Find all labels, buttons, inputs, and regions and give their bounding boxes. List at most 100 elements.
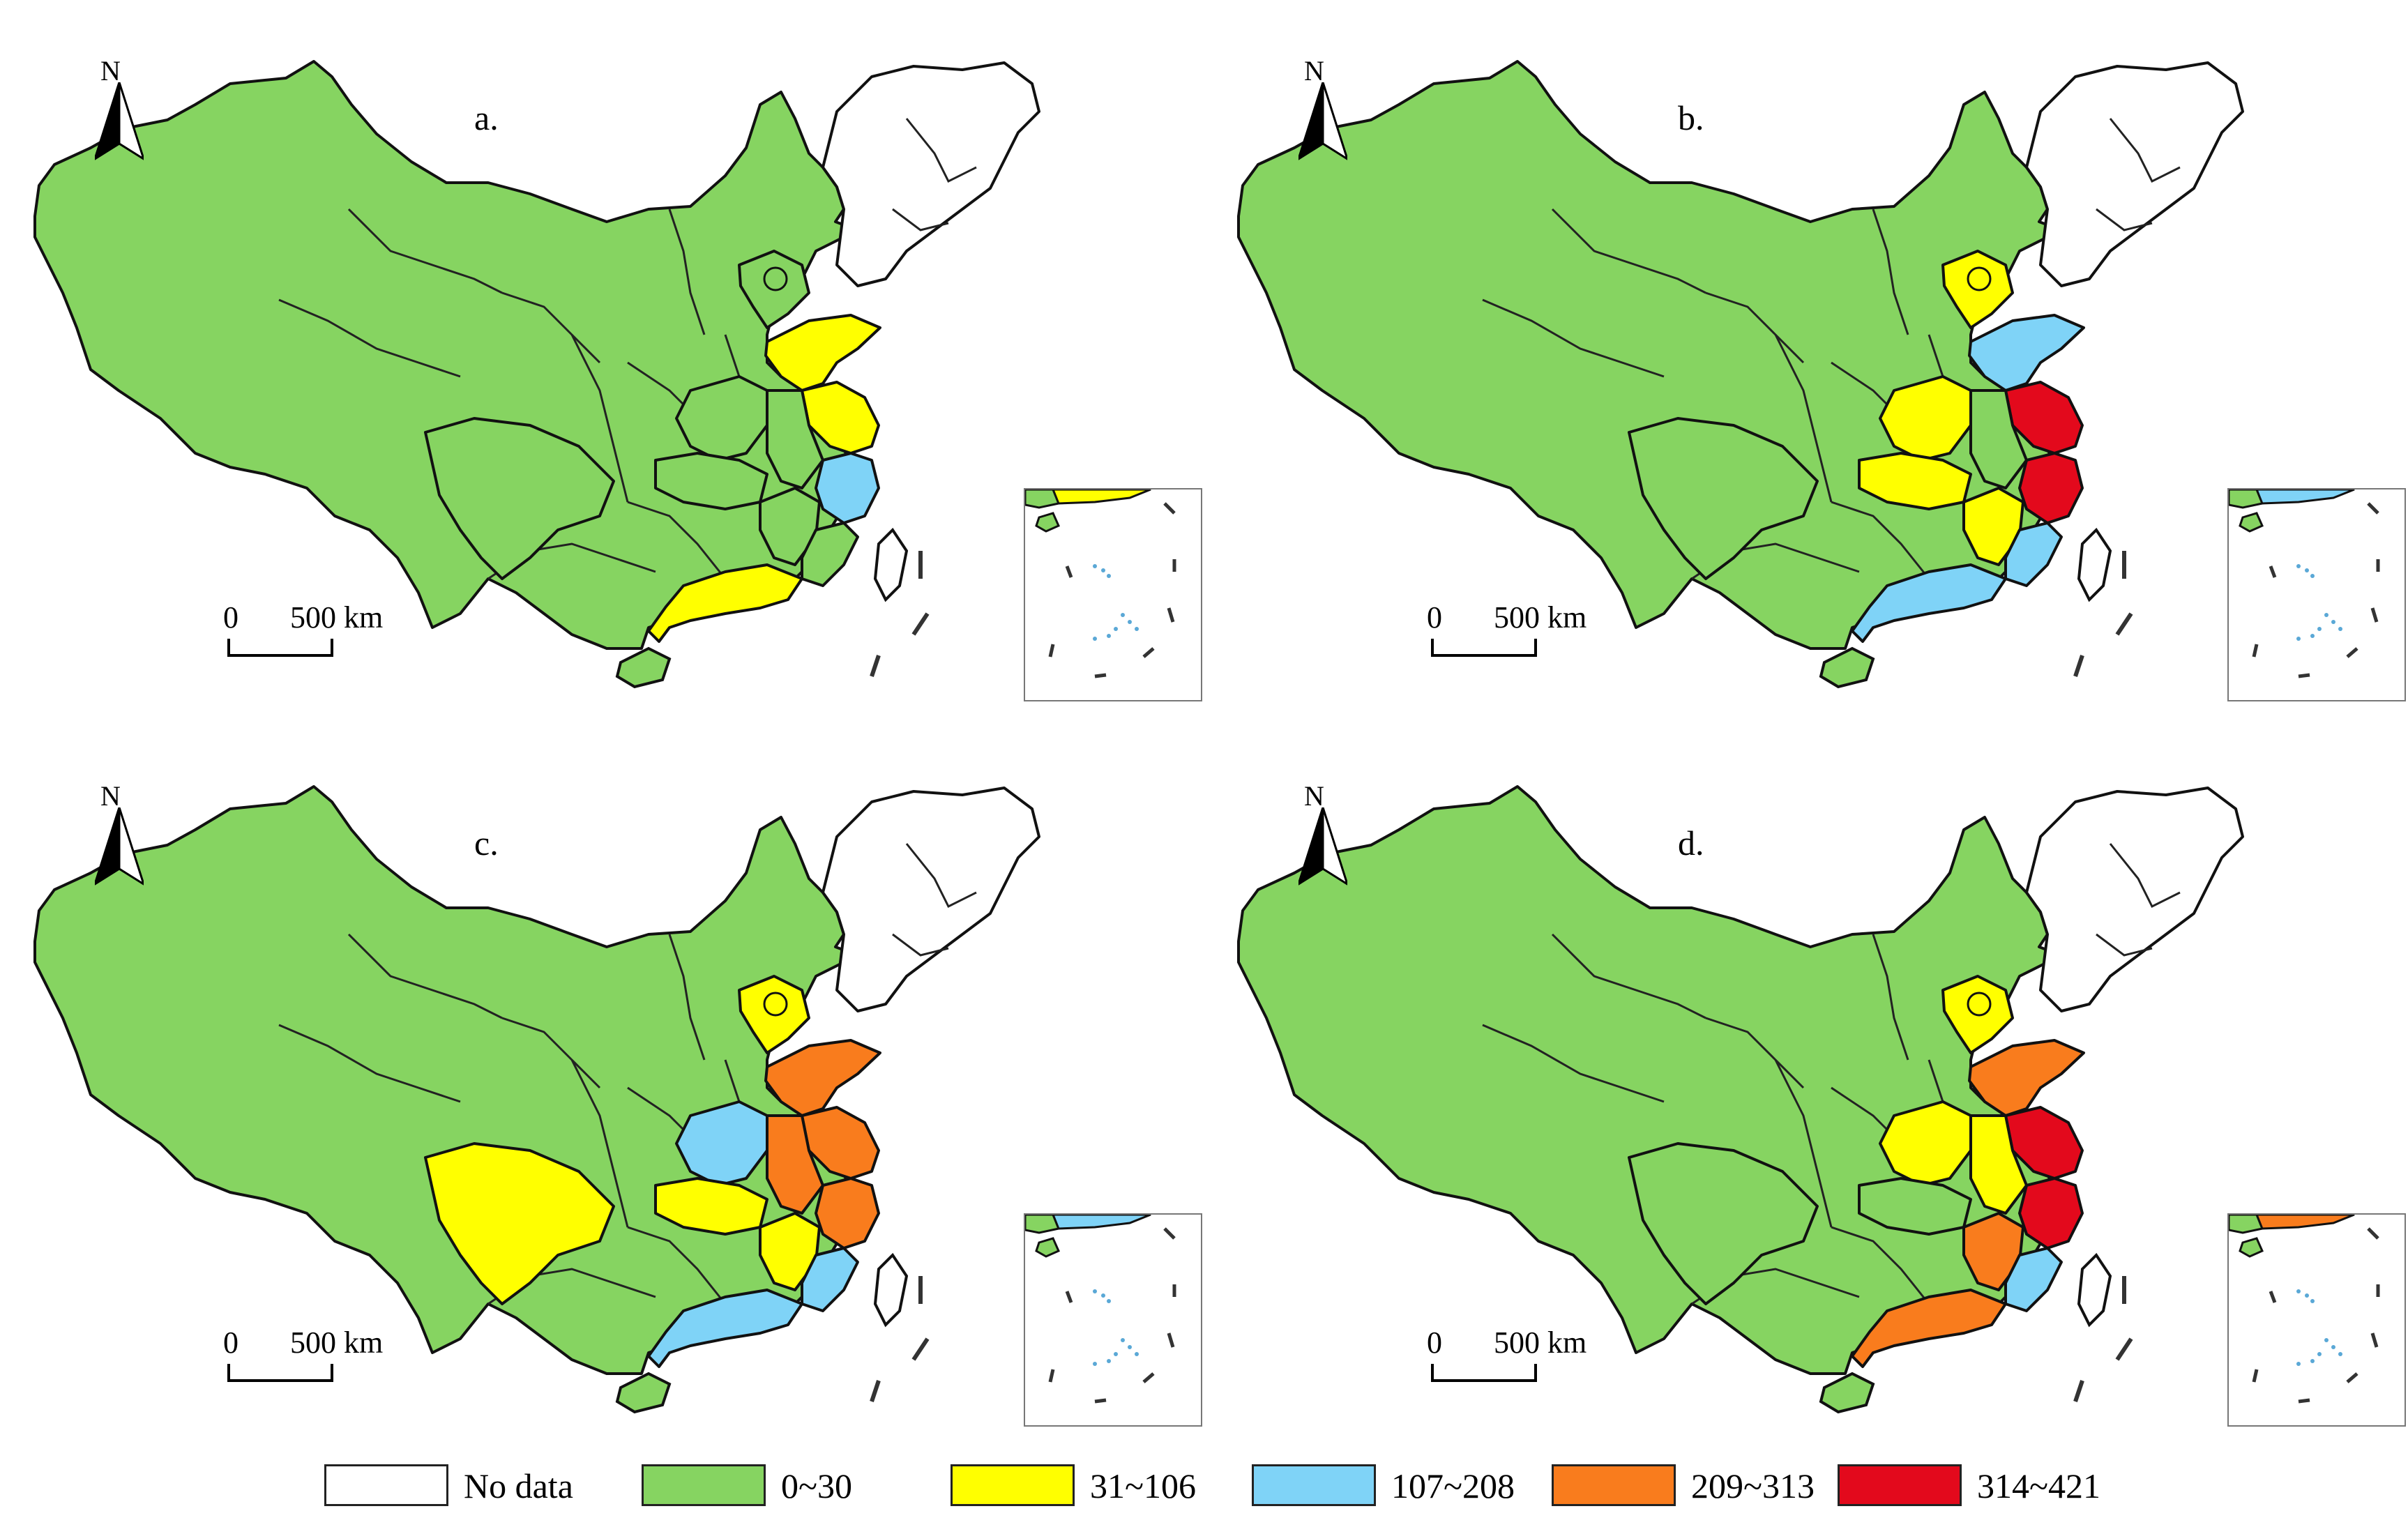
inset-hainan xyxy=(2239,1237,2264,1258)
region-guangdong xyxy=(1851,1289,2007,1368)
region-guangdong xyxy=(647,563,803,643)
region-sichuan xyxy=(1628,417,1819,580)
south-china-sea-inset xyxy=(1024,488,1202,701)
legend-swatch xyxy=(642,1464,766,1506)
inset-map xyxy=(2229,489,2380,678)
region-guangdong xyxy=(647,1289,803,1368)
scale-distance: 500 km xyxy=(1494,600,1587,635)
region-mainland xyxy=(33,60,859,650)
region-shandong xyxy=(1968,1039,2085,1117)
inset-hainan xyxy=(1035,1237,1060,1258)
map-panel-b: b. N 0 500 km xyxy=(1204,0,2407,725)
china-map xyxy=(1237,60,2244,689)
map-panel-d: d. N 0 500 km xyxy=(1204,725,2407,1450)
legend-swatch xyxy=(951,1464,1075,1506)
north-letter: N xyxy=(100,55,121,86)
region-henan xyxy=(675,1100,768,1187)
scale-zero: 0 xyxy=(1427,600,1442,635)
scale-distance: 500 km xyxy=(290,1326,384,1360)
inset-dashes xyxy=(2252,1227,2380,1404)
south-china-sea-inset xyxy=(2227,488,2406,701)
region-guangdong xyxy=(1851,563,2007,643)
scale-line xyxy=(1431,639,1537,657)
region-fujian xyxy=(801,1247,859,1312)
south-china-sea-inset xyxy=(2227,1213,2406,1427)
region-hainan xyxy=(615,1372,672,1414)
region-zhejiang xyxy=(2018,452,2084,524)
region-anhui xyxy=(766,389,824,489)
region-henan xyxy=(675,375,768,462)
region-jiangsu xyxy=(801,381,880,455)
region-beijing xyxy=(1967,992,1992,1017)
scale-distance: 500 km xyxy=(290,600,384,635)
boundary-dashes xyxy=(2073,551,2133,677)
panel-label: d. xyxy=(1678,823,1704,863)
north-letter: N xyxy=(100,780,121,812)
boundary-dashes xyxy=(2073,1276,2133,1402)
inset-coast xyxy=(2255,489,2355,505)
north-arrow-icon xyxy=(95,807,144,886)
region-beijing xyxy=(1967,266,1992,291)
region-shandong xyxy=(764,314,881,392)
region-sichuan xyxy=(1628,1142,1819,1305)
panel-label: b. xyxy=(1678,98,1704,137)
region-taiwan xyxy=(2077,1252,2112,1328)
inset-hainan xyxy=(1035,512,1060,533)
legend-label: 209~313 xyxy=(1691,1466,1815,1505)
north-letter: N xyxy=(1304,55,1324,86)
inset-islands xyxy=(2296,564,2342,641)
region-fujian xyxy=(2004,1247,2063,1312)
legend-swatch xyxy=(1838,1464,1962,1506)
scale-distance: 500 km xyxy=(1494,1326,1587,1360)
china-map xyxy=(33,785,1040,1414)
legend-label: 314~421 xyxy=(1977,1466,2101,1505)
region-sichuan xyxy=(424,1142,615,1305)
inset-map xyxy=(1025,1215,1176,1404)
legend-swatch xyxy=(324,1464,448,1506)
south-china-sea-inset xyxy=(1024,1213,1202,1427)
region-zhejiang xyxy=(815,1177,880,1250)
region-mainland xyxy=(33,785,859,1375)
inset-base-land xyxy=(2229,1215,2264,1234)
inset-coast xyxy=(1052,489,1151,505)
region-mainland xyxy=(1237,785,2063,1375)
region-northeast xyxy=(2025,61,2244,287)
inset-base-land xyxy=(2229,489,2264,509)
inset-coast xyxy=(2255,1215,2355,1230)
region-hainan xyxy=(615,646,672,689)
boundary-dashes xyxy=(870,1276,930,1402)
inset-dashes xyxy=(1048,1227,1176,1404)
region-mainland xyxy=(1237,60,2063,650)
region-henan xyxy=(1879,1100,1972,1187)
region-beijing xyxy=(763,266,788,291)
scale-zero: 0 xyxy=(223,600,238,635)
region-hainan xyxy=(1819,1372,1875,1414)
inset-map xyxy=(1025,489,1176,678)
region-shandong xyxy=(764,1039,881,1117)
inset-dashes xyxy=(2252,502,2380,678)
scale-line xyxy=(227,639,333,657)
legend-swatch xyxy=(1552,1464,1676,1506)
panel-label: c. xyxy=(474,823,499,863)
legend-label: No data xyxy=(464,1466,573,1505)
region-jiangsu xyxy=(2004,381,2084,455)
north-arrow-icon xyxy=(1298,807,1347,886)
boundary-dashes xyxy=(870,551,930,677)
region-jiangsu xyxy=(801,1106,880,1180)
region-sichuan xyxy=(424,417,615,580)
legend-swatch xyxy=(1252,1464,1376,1506)
legend-label: 0~30 xyxy=(781,1466,853,1505)
north-letter: N xyxy=(1304,780,1324,812)
legend-label: 107~208 xyxy=(1391,1466,1515,1505)
region-northeast xyxy=(2025,787,2244,1012)
panel-label: a. xyxy=(474,98,499,137)
region-anhui xyxy=(1969,389,2028,489)
inset-coast xyxy=(1052,1215,1151,1230)
inset-base-land xyxy=(1025,489,1061,509)
legend-label: 31~106 xyxy=(1090,1466,1197,1505)
north-arrow-icon xyxy=(1298,82,1347,160)
inset-base-land xyxy=(1025,1215,1061,1234)
region-fujian xyxy=(801,522,859,587)
china-map xyxy=(1237,785,2244,1414)
region-northeast xyxy=(821,61,1040,287)
